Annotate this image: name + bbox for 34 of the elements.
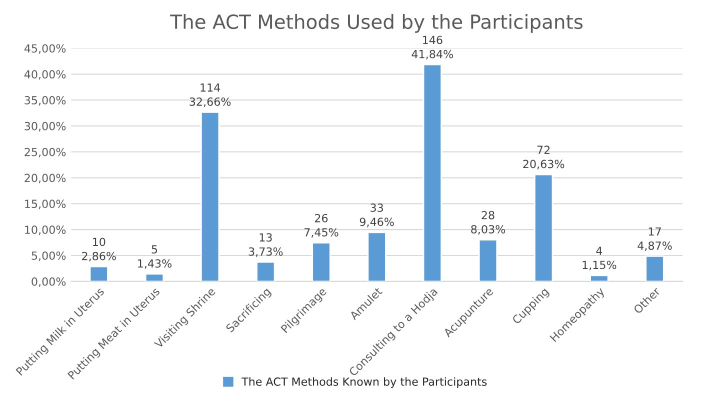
bar <box>422 64 442 282</box>
chart-title: The ACT Methods Used by the Participants <box>170 14 583 33</box>
data-label: 72 20,63% <box>523 146 564 170</box>
bar <box>312 242 331 282</box>
y-tick-label: 45,00% <box>24 44 66 54</box>
legend-label: The ACT Methods Known by the Participants <box>242 377 487 388</box>
data-label: 10 2,86% <box>82 238 116 262</box>
data-label: 114 32,66% <box>190 83 231 107</box>
bar <box>367 232 386 282</box>
y-tick-label: 35,00% <box>24 96 66 106</box>
data-label: 28 8,03% <box>471 210 506 235</box>
data-label: 33 9,46% <box>360 204 394 228</box>
y-tick-label: 25,00% <box>24 148 66 158</box>
data-label: 17 4,87% <box>638 227 672 251</box>
data-label: 146 41,84% <box>412 36 453 60</box>
bar <box>200 111 220 282</box>
bar <box>534 174 554 282</box>
y-tick-label: 20,00% <box>24 174 66 184</box>
bar <box>645 255 664 282</box>
y-tick-label: 0,00% <box>32 277 66 287</box>
data-label: 26 7,45% <box>304 214 338 238</box>
data-label: 5 1,43% <box>138 245 172 269</box>
bar <box>144 273 164 282</box>
bar <box>89 266 108 282</box>
data-label: 4 1,15% <box>582 246 616 270</box>
data-label: 13 3,73% <box>248 233 283 257</box>
bar <box>256 261 276 282</box>
bar <box>478 239 498 282</box>
y-tick-label: 10,00% <box>25 226 66 236</box>
bar <box>590 274 609 282</box>
y-tick-label: 5,00% <box>32 251 66 262</box>
y-tick-label: 15,00% <box>25 200 66 210</box>
y-tick-label: 30,00% <box>24 122 66 132</box>
y-tick-label: 40,00% <box>24 70 66 80</box>
